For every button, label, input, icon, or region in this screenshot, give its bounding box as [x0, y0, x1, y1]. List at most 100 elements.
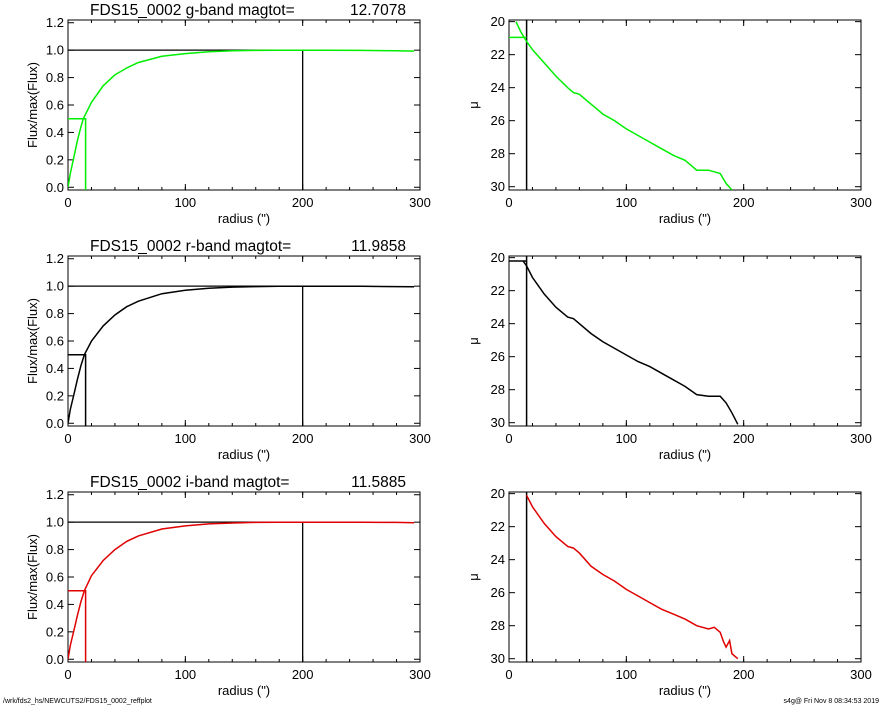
- x-tick-label: 100: [615, 431, 637, 446]
- x-tick-label: 0: [505, 431, 512, 446]
- data-point: [532, 49, 533, 50]
- y-tick-label: 0.2: [46, 152, 64, 167]
- data-point: [532, 506, 533, 507]
- data-point: [708, 628, 709, 629]
- data-point: [91, 340, 92, 341]
- y-tick-label: 0.0: [46, 416, 64, 431]
- x-tick-label: 200: [733, 667, 755, 682]
- data-point: [532, 277, 533, 278]
- data-point: [279, 50, 280, 51]
- y-tick-label: 0.6: [46, 98, 64, 113]
- data-point: [326, 50, 327, 51]
- x-tick-label: 300: [409, 195, 431, 210]
- data-point: [414, 522, 415, 523]
- data-point: [73, 630, 74, 631]
- data-point: [555, 536, 556, 537]
- data-point: [302, 286, 303, 287]
- magtot-value: 12.7078: [350, 2, 406, 19]
- data-point: [70, 173, 71, 174]
- footer-timestamp-label: s4g@ Fri Nov 8 08:34:53 2019: [783, 698, 879, 705]
- data-point: [725, 647, 726, 648]
- y-tick-label: 28: [491, 382, 505, 397]
- x-tick-label: 200: [733, 431, 755, 446]
- y-tick-label: 24: [491, 552, 505, 567]
- data-point: [361, 50, 362, 51]
- data-point: [255, 286, 256, 287]
- y-tick-label: 0.0: [46, 180, 64, 195]
- y-tick-label: 0.6: [46, 334, 64, 349]
- data-point: [232, 50, 233, 51]
- panel-r-profile: 0 100 200 300 20 22 24 26 28 30 radius (") μ: [466, 250, 872, 462]
- data-point: [103, 85, 104, 86]
- x-axis-label: radius ("): [659, 211, 711, 226]
- data-point: [725, 402, 726, 403]
- chart-title: FDS15_0002 i-band magtot=: [90, 474, 289, 491]
- x-tick-label: 100: [615, 195, 637, 210]
- data-point: [579, 323, 580, 324]
- x-tick-label: 300: [850, 667, 872, 682]
- data-point: [637, 595, 638, 596]
- data-point: [67, 659, 68, 660]
- series-line-g-profile: [515, 21, 733, 190]
- data-point: [737, 658, 738, 659]
- y-tick-label: 22: [491, 519, 505, 534]
- data-point: [591, 104, 592, 105]
- x-tick-label: 300: [850, 431, 872, 446]
- data-point: [185, 53, 186, 54]
- data-point: [729, 640, 730, 641]
- data-point: [161, 528, 162, 529]
- x-axis-label: radius ("): [218, 211, 270, 226]
- data-point: [567, 87, 568, 88]
- data-point: [661, 148, 662, 149]
- data-point: [731, 412, 732, 413]
- data-point: [555, 307, 556, 308]
- x-axis-label: radius ("): [659, 683, 711, 698]
- data-point: [579, 94, 580, 95]
- y-tick-label: 30: [491, 179, 505, 194]
- data-point: [208, 51, 209, 52]
- plot-frame: [508, 19, 862, 191]
- data-point: [538, 285, 539, 286]
- data-point: [80, 365, 81, 366]
- half-light-marker: [68, 589, 87, 662]
- y-tick-label: 0.4: [46, 361, 64, 376]
- data-point: [255, 522, 256, 523]
- series-line-i-growth: [68, 521, 415, 660]
- data-point: [602, 574, 603, 575]
- y-tick-label: 0.8: [46, 70, 64, 85]
- data-point: [573, 318, 574, 319]
- x-tick-label: 200: [292, 431, 314, 446]
- data-point: [649, 366, 650, 367]
- data-point: [714, 627, 715, 628]
- data-point: [602, 341, 603, 342]
- data-point: [185, 525, 186, 526]
- data-point: [161, 293, 162, 294]
- data-point: [138, 62, 139, 63]
- data-point: [114, 74, 115, 75]
- panel-i-growth: 0 100 200 300 0.0 0.2 0.4 0.6 0.8 1.0 1.2 radius ("…: [25, 474, 431, 698]
- x-tick-label: 300: [409, 667, 431, 682]
- y-tick-label: 1.2: [46, 251, 64, 266]
- data-point: [138, 535, 139, 536]
- data-point: [396, 522, 397, 523]
- plot-frame: [508, 491, 862, 663]
- y-axis-label: Flux/max(Flux): [25, 534, 40, 620]
- data-point: [161, 56, 162, 57]
- data-point: [70, 409, 71, 410]
- data-point: [91, 102, 92, 103]
- data-point: [661, 373, 662, 374]
- data-point: [538, 56, 539, 57]
- x-tick-label: 100: [615, 667, 637, 682]
- data-point: [522, 260, 523, 261]
- y-tick-label: 24: [491, 316, 505, 331]
- y-tick-label: 22: [491, 47, 505, 62]
- x-tick-label: 0: [505, 195, 512, 210]
- data-point: [70, 645, 71, 646]
- data-point: [720, 173, 721, 174]
- data-point: [326, 522, 327, 523]
- data-point: [302, 50, 303, 51]
- data-point: [396, 50, 397, 51]
- half-light-marker: [68, 117, 87, 190]
- plot-frame: [67, 491, 421, 663]
- data-point: [80, 126, 81, 127]
